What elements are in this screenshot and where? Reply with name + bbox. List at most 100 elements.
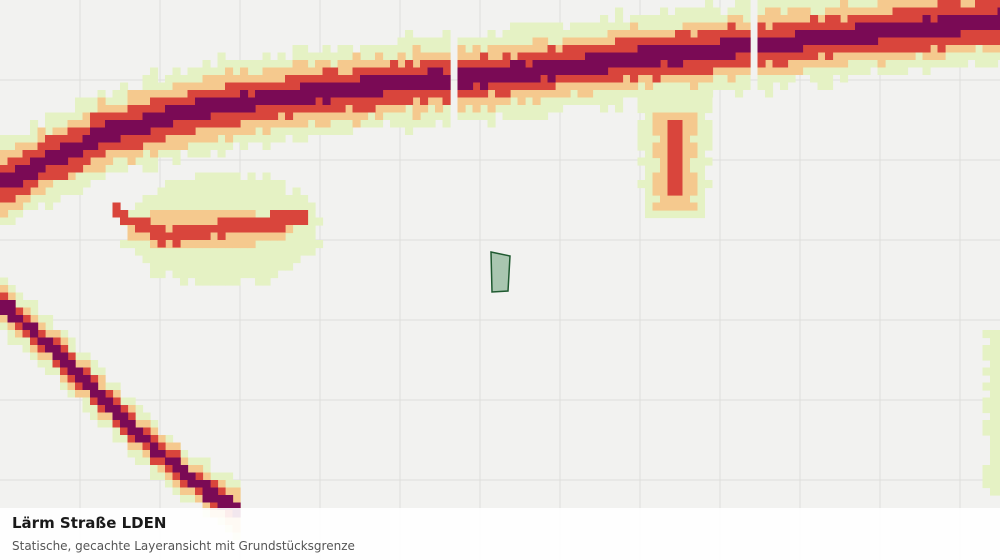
noise-cell-mid xyxy=(240,210,249,219)
noise-cell-very-high xyxy=(712,45,721,60)
noise-cell-low xyxy=(292,202,301,211)
noise-cell-very-high xyxy=(255,90,264,105)
noise-cell-low xyxy=(637,105,713,114)
noise-cell-low xyxy=(255,210,264,219)
noise-cell-very-high xyxy=(352,82,361,98)
noise-cell-very-high xyxy=(60,352,69,368)
noise-cell-high xyxy=(202,225,211,240)
noise-cell-low xyxy=(307,217,316,226)
noise-cell-low xyxy=(120,240,129,249)
noise-cell-low xyxy=(217,202,226,211)
noise-cell-very-high xyxy=(150,112,159,128)
noise-cell-low xyxy=(180,247,189,256)
noise-cell-low xyxy=(232,187,241,196)
noise-cell-low xyxy=(262,202,271,211)
noise-cell-very-high xyxy=(180,465,189,480)
noise-cell-very-high xyxy=(67,142,76,158)
noise-cell-low xyxy=(277,240,286,249)
noise-cell-low xyxy=(982,345,1000,354)
noise-cell-low xyxy=(255,202,264,211)
noise-cell-very-high xyxy=(682,45,691,60)
noise-cell-very-high xyxy=(697,45,706,60)
noise-cell-low xyxy=(165,180,174,189)
noise-cell-low xyxy=(210,195,219,204)
noise-cell-mid xyxy=(232,232,241,241)
noise-cell-low xyxy=(180,270,189,279)
noise-cell-very-high xyxy=(15,315,24,323)
noise-cell-very-high xyxy=(367,75,376,98)
noise-cell-very-high xyxy=(202,487,211,503)
noise-cell-low xyxy=(240,255,249,264)
noise-cell-low xyxy=(217,180,226,189)
noise-cell-high xyxy=(150,225,159,240)
noise-cell-low xyxy=(982,330,1000,339)
noise-cell-low xyxy=(217,247,226,256)
noise-cell-very-high xyxy=(82,375,91,390)
noise-cell-mid xyxy=(150,240,159,249)
noise-cell-mid xyxy=(157,217,166,226)
noise-cell-low xyxy=(262,255,271,264)
noise-cell-low xyxy=(307,210,316,219)
noise-cell-low xyxy=(157,187,166,196)
noise-cell-very-high xyxy=(37,157,46,173)
noise-cell-very-high xyxy=(817,30,826,45)
noise-cell-low xyxy=(195,262,204,271)
noise-cell-low xyxy=(982,420,1000,429)
noise-cell-very-high xyxy=(930,22,939,38)
noise-cell-mid xyxy=(195,210,204,219)
noise-cell-low xyxy=(270,255,279,264)
noise-cell-low xyxy=(210,172,219,181)
noise-cell-low xyxy=(150,195,159,204)
noise-cell-very-high xyxy=(195,480,204,488)
noise-cell-low xyxy=(217,172,226,181)
noise-cell-very-high xyxy=(142,435,151,443)
noise-cell-high xyxy=(232,217,241,233)
noise-cell-low xyxy=(225,277,234,286)
noise-cell-very-high xyxy=(277,90,286,105)
noise-cell-very-high xyxy=(660,45,669,60)
noise-cell-low xyxy=(285,240,294,249)
noise-cell-very-high xyxy=(592,52,601,75)
noise-cell-low xyxy=(982,397,1000,406)
noise-cell-very-high xyxy=(607,52,616,68)
noise-cell-low xyxy=(157,202,166,211)
noise-cell-very-high xyxy=(7,307,16,323)
noise-cell-mid xyxy=(142,232,151,241)
noise-cell-high xyxy=(225,217,234,233)
noise-cell-low xyxy=(300,195,309,204)
noise-cell-low xyxy=(240,187,249,196)
noise-cell-low xyxy=(210,262,219,271)
noise-cell-mid xyxy=(652,202,698,211)
parcel-boundary[interactable] xyxy=(490,251,511,293)
noise-cell-low xyxy=(247,195,256,204)
noise-cell-very-high xyxy=(465,67,474,90)
noise-cell-low xyxy=(172,202,181,211)
noise-cell-low xyxy=(172,180,181,189)
noise-cell-very-high xyxy=(217,495,226,510)
noise-cell-low xyxy=(270,240,279,249)
noise-cell-low xyxy=(195,247,204,256)
noise-cell-low xyxy=(270,262,279,271)
noise-cell-low xyxy=(292,187,301,196)
noise-cell-mid xyxy=(202,240,211,249)
noise-cell-low xyxy=(292,240,301,249)
noise-cell-very-high xyxy=(840,30,849,45)
noise-cell-low xyxy=(165,262,174,271)
noise-cell-high xyxy=(240,217,249,233)
noise-cell-low xyxy=(247,187,256,196)
noise-cell-high xyxy=(292,210,301,225)
noise-cell-very-high xyxy=(877,22,886,38)
noise-cell-very-high xyxy=(292,90,301,105)
noise-cell-mid xyxy=(187,210,196,219)
noise-cell-low xyxy=(262,247,271,256)
noise-cell-very-high xyxy=(307,82,316,105)
noise-cell-low xyxy=(187,195,196,204)
noise-cell-very-high xyxy=(637,45,646,68)
noise-cell-mid xyxy=(165,217,174,226)
noise-cell-low xyxy=(180,277,189,286)
noise-cell-low xyxy=(202,180,211,189)
noise-cell-very-high xyxy=(532,60,541,83)
noise-cell-low xyxy=(262,277,271,286)
noise-cell-low xyxy=(292,225,301,234)
